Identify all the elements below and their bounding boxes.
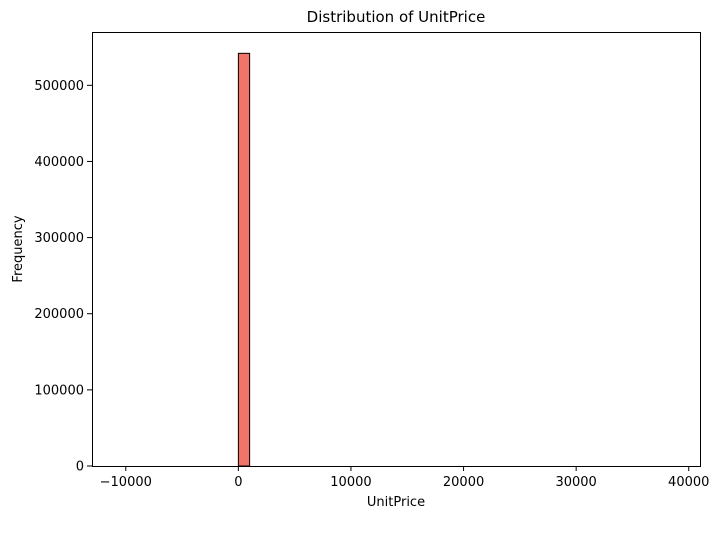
plot-frame [92, 32, 701, 467]
y-tick-label: 500000 [34, 79, 84, 94]
bars-group [237, 52, 251, 467]
x-tick-label: 40000 [668, 475, 709, 490]
chart-title: Distribution of UnitPrice [307, 8, 486, 26]
x-tick-label: 30000 [555, 475, 596, 490]
x-axis-label: UnitPrice [367, 495, 425, 510]
histogram-bar [237, 52, 251, 467]
x-axis-ticks: −10000 0 10000 20000 30000 40000 [100, 466, 709, 490]
y-tick-label: 0 [76, 460, 84, 475]
y-tick-label: 300000 [34, 231, 84, 246]
y-tick-label: 100000 [34, 383, 84, 398]
x-tick-label: −10000 [100, 475, 152, 490]
y-tick-label: 200000 [34, 307, 84, 322]
x-tick-label: 20000 [443, 475, 484, 490]
x-tick-label: 10000 [330, 475, 371, 490]
y-axis-ticks: 0 100000 200000 300000 400000 500000 [34, 79, 92, 475]
y-axis-label: Frequency [11, 215, 26, 282]
y-tick-label: 400000 [34, 155, 84, 170]
x-tick-label: 0 [234, 475, 242, 490]
